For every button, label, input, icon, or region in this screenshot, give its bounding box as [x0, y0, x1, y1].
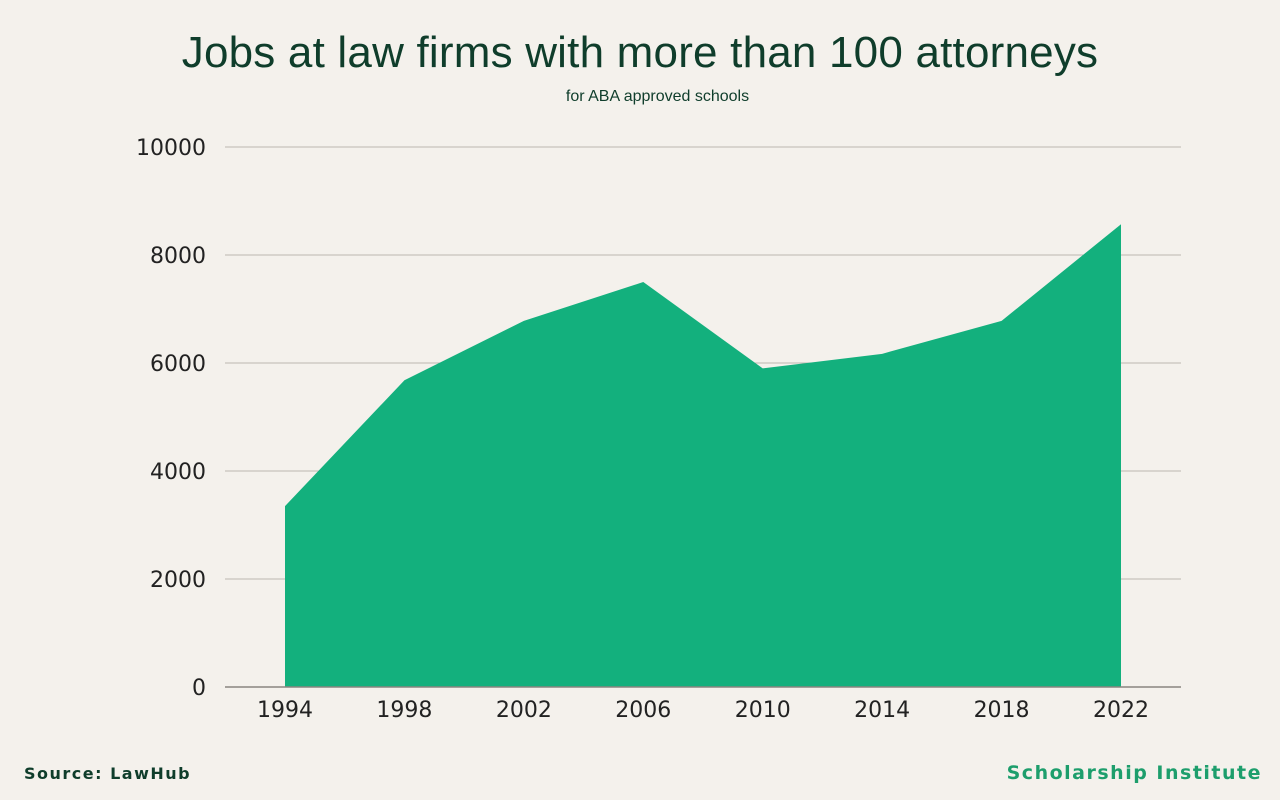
y-tick-label: 6000	[150, 352, 206, 377]
x-tick-label: 2018	[974, 698, 1030, 723]
x-tick-label: 2014	[854, 698, 910, 723]
x-tick-label: 2006	[615, 698, 671, 723]
x-tick-label: 2002	[496, 698, 552, 723]
y-tick-label: 2000	[150, 568, 206, 593]
y-tick-label: 10000	[136, 136, 206, 161]
chart-subtitle: for ABA approved schools	[565, 88, 750, 105]
x-tick-label: 1998	[376, 698, 432, 723]
source-note: Source: LawHub	[24, 764, 192, 783]
brand-logo-text: Scholarship Institute	[1006, 762, 1262, 784]
x-tick-label: 2010	[735, 698, 791, 723]
x-tick-label: 2022	[1093, 698, 1149, 723]
y-tick-label: 4000	[150, 460, 206, 485]
x-tick-label: 1994	[257, 698, 313, 723]
chart-title: Jobs at law firms with more than 100 att…	[181, 28, 1099, 77]
y-tick-label: 8000	[150, 244, 206, 269]
area-series	[285, 224, 1121, 687]
y-tick-label: 0	[192, 676, 206, 701]
